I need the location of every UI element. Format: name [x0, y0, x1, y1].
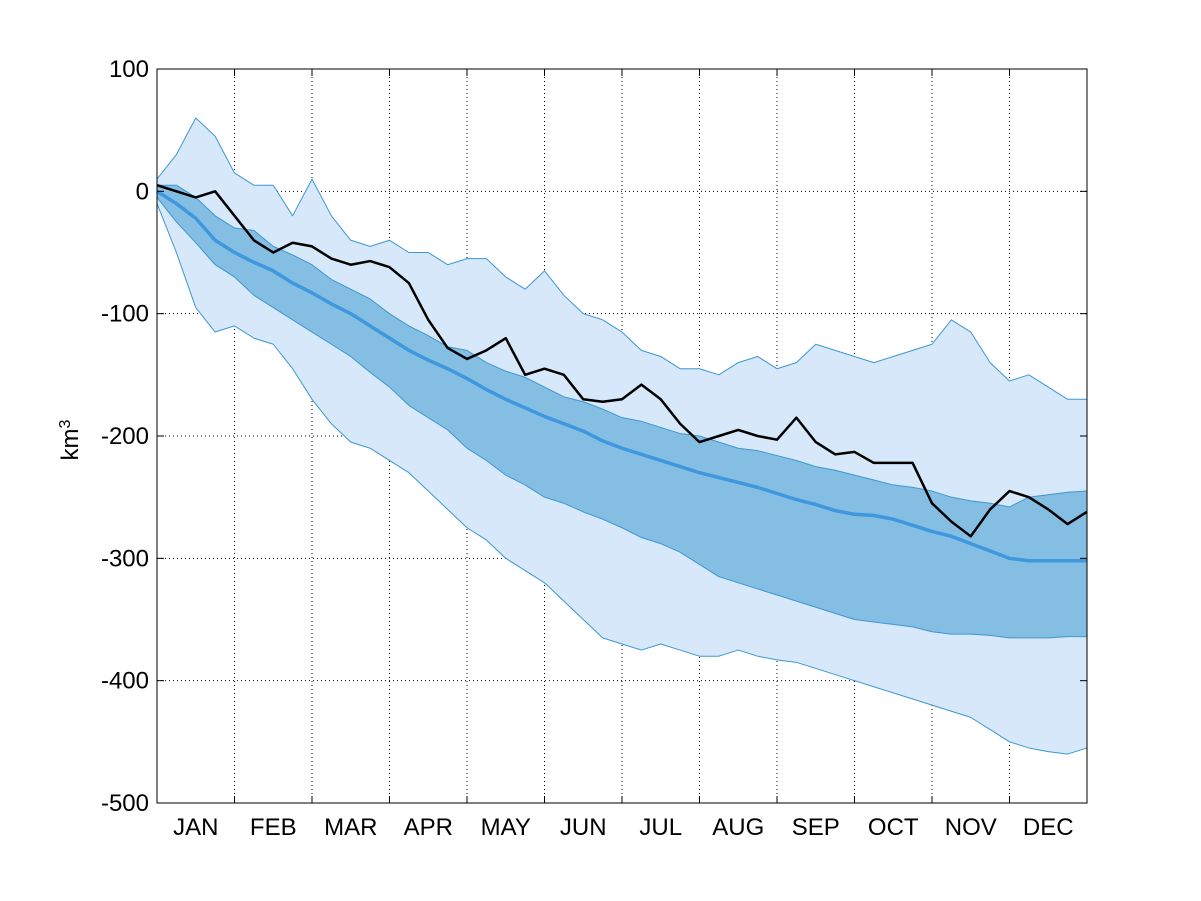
inner-band-upper-edge — [157, 184, 1088, 508]
y-axis-label-unit: km — [57, 428, 84, 460]
x-tick-label: DEC — [1023, 814, 1074, 841]
x-tick-label: NOV — [945, 814, 997, 841]
outer-band-upper-edge — [156, 117, 1087, 400]
x-tick-label: AUG — [712, 814, 764, 841]
x-tick-label: APR — [404, 814, 453, 841]
y-tick-label: 100 — [109, 56, 149, 83]
x-tick-label: SEP — [792, 814, 840, 841]
outer-band-lower-edge — [156, 203, 1088, 755]
x-tick-label: OCT — [868, 814, 919, 841]
y-axis-label: km3 — [57, 419, 85, 460]
x-tick-label: MAY — [481, 814, 531, 841]
x-tick-label: FEB — [250, 814, 297, 841]
data-layer — [156, 117, 1088, 755]
x-tick-label: MAR — [324, 814, 377, 841]
inner-range-band — [157, 185, 1087, 638]
y-tick-label: 0 — [136, 178, 149, 205]
y-tick-label: -300 — [101, 545, 149, 572]
y-axis-label-exponent: 3 — [57, 419, 74, 428]
axis-labels: 100 0 -100 -200 -300 -400 -500 JAN FEB MAR APR MAY J… — [101, 56, 1074, 841]
current-year-line — [156, 184, 1088, 538]
y-tick-label: -100 — [101, 301, 149, 328]
x-tick-label: JUN — [560, 814, 607, 841]
x-tick-label: JAN — [173, 814, 218, 841]
y-tick-label: -200 — [101, 423, 149, 450]
y-tick-label: -400 — [101, 668, 149, 695]
x-tick-label: JUL — [639, 814, 682, 841]
mean-line — [156, 189, 1087, 563]
inner-band-lower-edge — [156, 197, 1087, 639]
axis-ticks — [157, 68, 1087, 804]
y-tick-label: -500 — [101, 790, 149, 817]
